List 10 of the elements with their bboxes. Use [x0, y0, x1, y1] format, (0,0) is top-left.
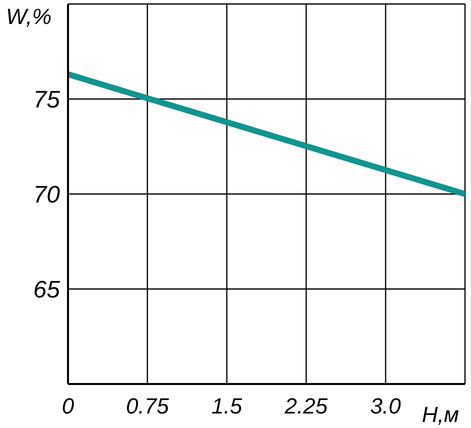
- y-axis-title: W,%: [6, 4, 52, 29]
- y-tick-label: 75: [33, 86, 61, 114]
- x-tick-label: 0: [62, 394, 75, 419]
- x-tick-label: 3.0: [370, 394, 402, 419]
- y-tick-label: 70: [33, 182, 61, 209]
- x-tick-label: 0.75: [126, 394, 170, 419]
- x-tick-label: 2.25: [284, 394, 328, 419]
- x-axis-title: Н,м: [422, 402, 459, 427]
- y-tick-label: 65: [33, 276, 61, 304]
- x-tick-label: 1.5: [212, 394, 243, 419]
